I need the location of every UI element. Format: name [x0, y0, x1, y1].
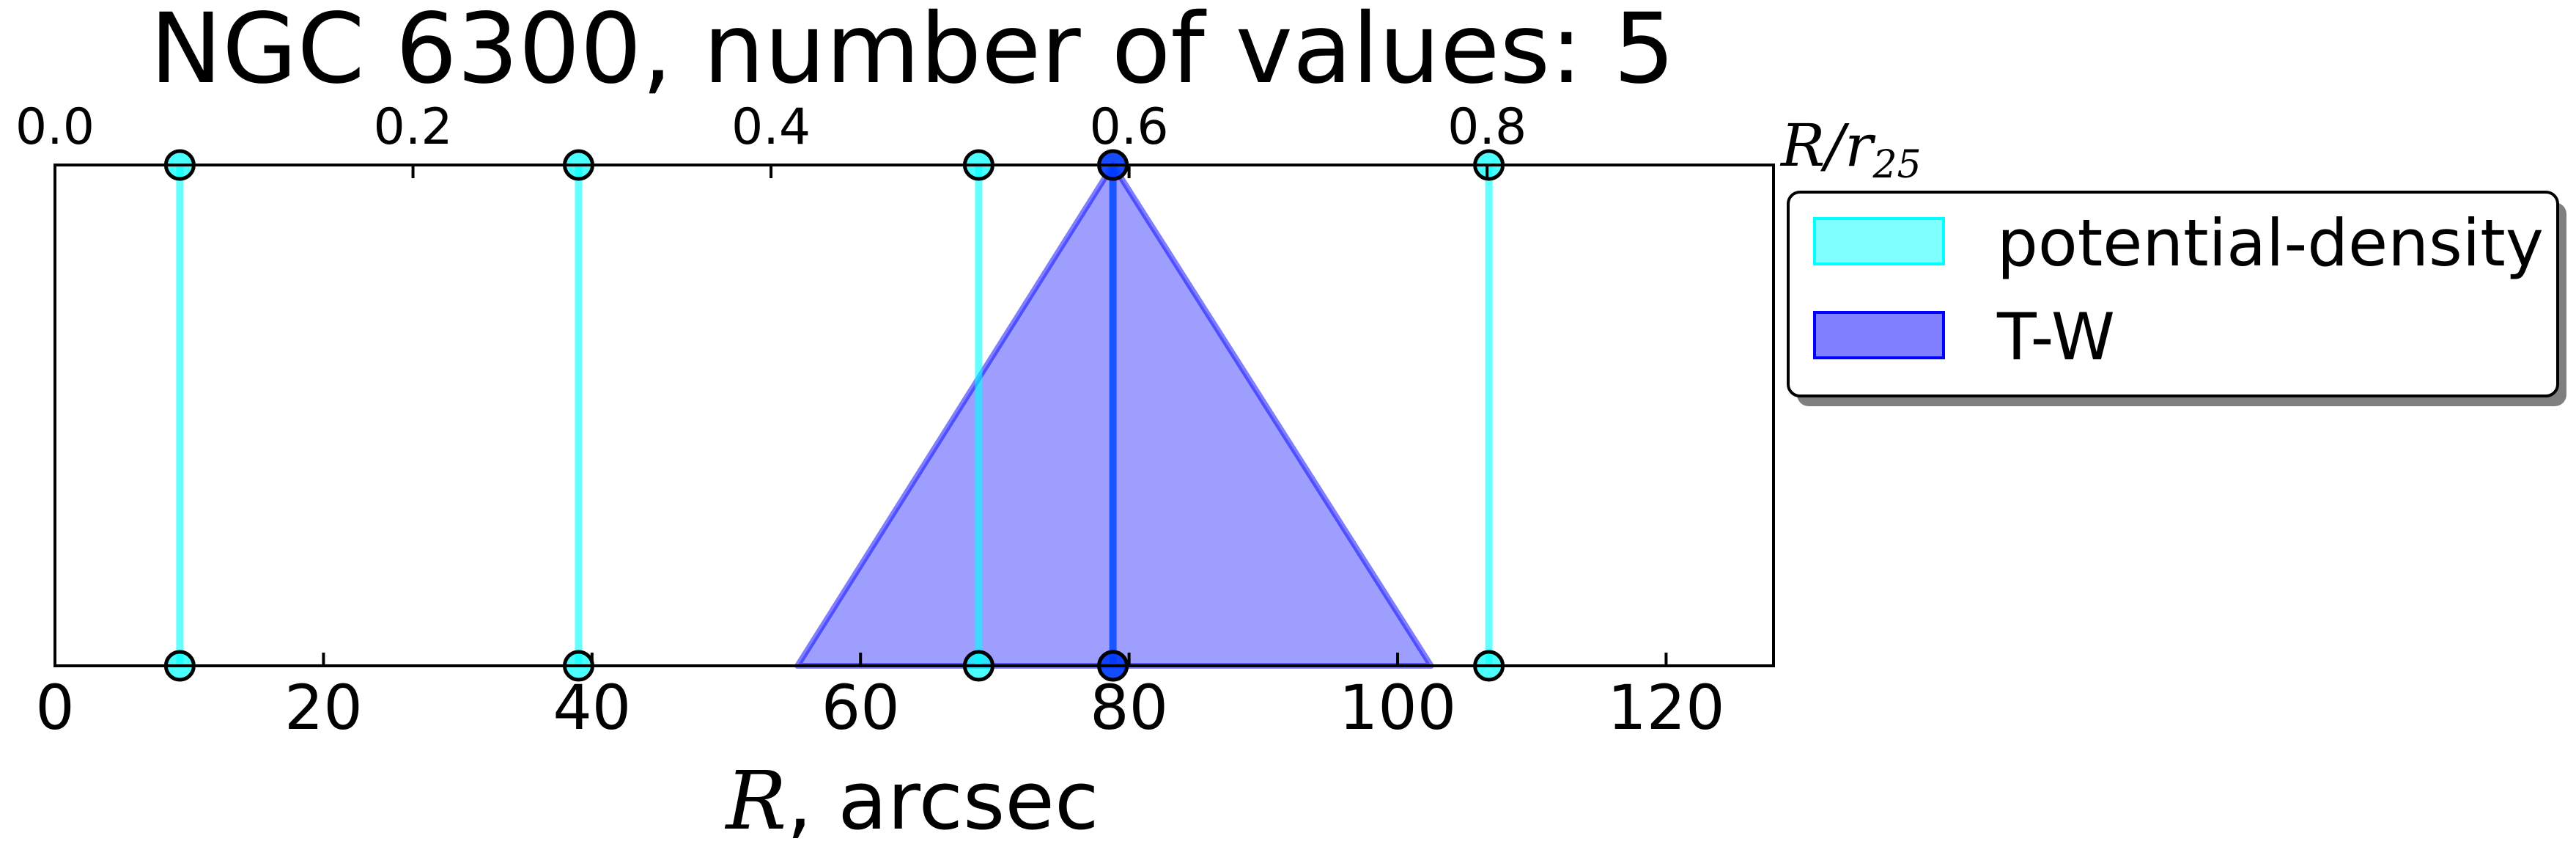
legend-label-t-w: T-W [1996, 299, 2115, 375]
top-tick-label-0.2: 0.2 [373, 98, 452, 156]
x-tick-label-100: 100 [1339, 672, 1456, 744]
top-tick-label-0.0: 0.0 [15, 98, 95, 156]
axis-ticks: 0 20 40 60 80 100 120 0.0 0.2 0.4 0.6 0.8 [15, 98, 1725, 744]
top-tick-label-0.8: 0.8 [1447, 98, 1527, 156]
x-axis-label-symbol: R [725, 754, 787, 848]
x-tick-label-40: 40 [553, 672, 631, 744]
legend-swatch-potential-density [1813, 217, 1945, 265]
chart-title: NGC 6300, number of values: 5 [150, 0, 1675, 106]
plot-area [163, 149, 1505, 682]
x-tick-label-80: 80 [1090, 672, 1168, 744]
legend-box [1787, 191, 2559, 397]
x-tick-label-20: 20 [284, 672, 363, 744]
top-axis-label: R/r25 [1779, 111, 1922, 187]
x-axis-label-unit: , arcsec [786, 754, 1099, 848]
legend-swatch-t-w [1813, 311, 1945, 359]
x-tick-label-0: 0 [35, 672, 74, 744]
x-tick-label-60: 60 [822, 672, 900, 744]
x-axis-label: R, arcsec [725, 754, 1099, 848]
legend: potential-density T-W [1787, 191, 2566, 406]
plot-frame [53, 164, 1775, 667]
top-axis-label-main: R/r [1779, 111, 1876, 180]
top-axis-label-sub: 25 [1872, 143, 1921, 187]
x-tick-label-120: 120 [1607, 672, 1724, 744]
top-tick-label-0.4: 0.4 [731, 98, 811, 156]
top-tick-label-0.6: 0.6 [1090, 98, 1169, 156]
legend-label-potential-density: potential-density [1997, 205, 2544, 281]
